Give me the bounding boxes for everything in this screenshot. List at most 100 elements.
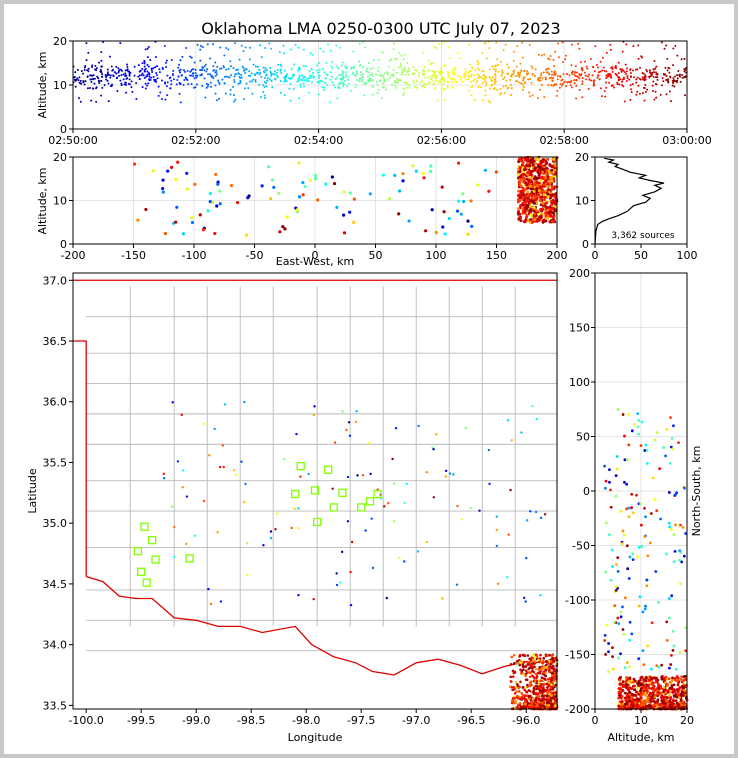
source-point bbox=[656, 699, 659, 703]
source-point bbox=[653, 438, 657, 442]
source-point bbox=[518, 661, 522, 664]
source-point bbox=[673, 694, 676, 697]
source-point bbox=[236, 68, 239, 71]
source-point bbox=[624, 596, 627, 600]
source-point bbox=[186, 70, 189, 73]
source-point bbox=[553, 73, 556, 76]
source-point bbox=[495, 515, 498, 518]
source-point bbox=[151, 169, 155, 173]
source-point bbox=[425, 540, 429, 544]
source-point bbox=[235, 200, 240, 205]
source-point bbox=[579, 61, 582, 64]
source-point bbox=[541, 170, 545, 174]
source-point bbox=[172, 78, 175, 81]
source-point bbox=[603, 486, 607, 490]
source-point bbox=[144, 82, 147, 85]
source-point bbox=[126, 77, 129, 80]
source-point bbox=[118, 74, 121, 77]
source-point bbox=[265, 82, 268, 85]
source-point bbox=[519, 668, 522, 672]
source-point bbox=[282, 44, 285, 47]
source-point bbox=[621, 680, 625, 684]
source-point bbox=[625, 43, 628, 46]
y-tick-label: 35.5 bbox=[43, 456, 68, 469]
source-point bbox=[297, 79, 300, 82]
source-point bbox=[453, 78, 456, 81]
source-point bbox=[108, 55, 111, 58]
source-point bbox=[491, 65, 494, 68]
source-point bbox=[527, 91, 530, 94]
source-point bbox=[241, 65, 244, 68]
source-point bbox=[539, 653, 542, 657]
source-point bbox=[484, 80, 487, 83]
source-point bbox=[467, 74, 470, 77]
source-point bbox=[561, 41, 564, 44]
source-point bbox=[214, 61, 217, 64]
source-point bbox=[106, 71, 109, 74]
source-point bbox=[347, 82, 350, 85]
source-point bbox=[500, 92, 503, 95]
source-point bbox=[398, 556, 401, 560]
source-point bbox=[84, 80, 87, 83]
source-point bbox=[441, 597, 444, 600]
source-point bbox=[413, 81, 416, 84]
source-point bbox=[341, 71, 344, 74]
source-point bbox=[674, 699, 678, 703]
source-point bbox=[87, 51, 90, 54]
source-point bbox=[448, 73, 451, 76]
source-point bbox=[616, 556, 620, 560]
source-point bbox=[599, 70, 602, 73]
source-point bbox=[540, 83, 543, 86]
source-point bbox=[382, 82, 385, 85]
source-point bbox=[385, 596, 388, 600]
source-point bbox=[93, 82, 96, 85]
source-point bbox=[615, 67, 618, 70]
source-point bbox=[650, 667, 653, 671]
source-point bbox=[548, 73, 551, 76]
source-point bbox=[550, 168, 554, 172]
source-point bbox=[523, 696, 526, 700]
x-tick-label: 02:52:00 bbox=[171, 134, 220, 147]
source-point bbox=[74, 85, 77, 88]
source-point bbox=[493, 78, 496, 81]
source-point bbox=[648, 69, 651, 72]
source-point bbox=[215, 204, 219, 208]
source-point bbox=[623, 71, 626, 74]
source-point bbox=[279, 91, 282, 94]
source-point bbox=[648, 75, 651, 78]
source-point bbox=[307, 472, 310, 476]
source-point bbox=[574, 65, 577, 68]
source-point bbox=[250, 72, 253, 75]
source-point bbox=[539, 703, 542, 706]
source-point bbox=[124, 72, 127, 75]
source-point bbox=[501, 72, 504, 75]
source-point bbox=[645, 68, 648, 71]
source-point bbox=[395, 81, 398, 84]
source-point bbox=[623, 480, 626, 484]
source-point bbox=[644, 679, 648, 683]
source-point bbox=[160, 79, 163, 82]
source-point bbox=[585, 78, 588, 81]
source-point bbox=[610, 548, 614, 552]
source-point bbox=[364, 46, 367, 49]
source-point bbox=[473, 98, 476, 101]
source-point bbox=[264, 67, 267, 70]
x-tick-label: 50 bbox=[369, 249, 383, 262]
source-point bbox=[356, 78, 359, 81]
source-point bbox=[526, 654, 530, 657]
source-point bbox=[644, 90, 647, 93]
source-point bbox=[482, 99, 485, 102]
source-point bbox=[484, 94, 487, 97]
source-point bbox=[519, 654, 522, 657]
source-point bbox=[378, 73, 381, 76]
source-point bbox=[329, 71, 332, 74]
source-point bbox=[532, 688, 536, 692]
source-point bbox=[535, 202, 539, 206]
source-point bbox=[537, 679, 541, 683]
source-point bbox=[616, 616, 620, 620]
source-point bbox=[535, 209, 539, 213]
source-point bbox=[345, 428, 348, 432]
source-point bbox=[325, 61, 328, 64]
source-point bbox=[549, 686, 553, 690]
